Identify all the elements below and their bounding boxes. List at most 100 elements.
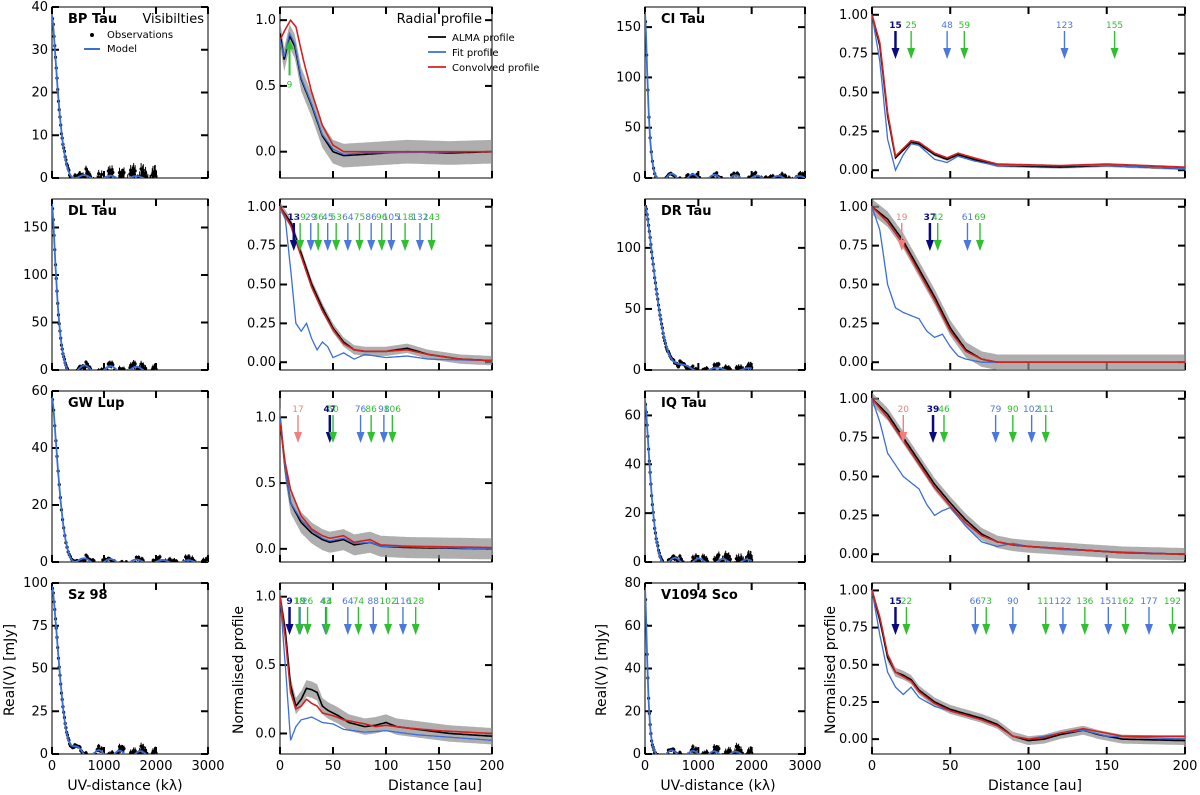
- sz-prof-marker-head-3: [303, 624, 312, 635]
- dl-vis-obs-point-91: [119, 370, 122, 373]
- sz-vis-obs-point-85: [114, 754, 117, 757]
- iq-vis-obs-point-87: [710, 567, 713, 570]
- bp-vis-obs-point-132: [149, 180, 152, 183]
- dr-prof-ytick-label-1: 0.25: [839, 316, 868, 331]
- gw-vis-obs-point-65: [124, 563, 127, 566]
- iq-vis-obs-point-85: [709, 567, 712, 570]
- sz-vis-obs-point-98: [124, 758, 127, 761]
- sz-vis-obs-point-101: [126, 755, 129, 758]
- iq-prof-marker-label-1: 39: [927, 405, 940, 415]
- ci-prof-ytick-label-1: 0.25: [839, 124, 868, 139]
- dr-vis-obs-point-70: [697, 373, 700, 376]
- v1094-vis-ytick-label-4: 80: [624, 576, 641, 591]
- dl-prof-marker-label-9: 96: [376, 213, 388, 223]
- iq-prof-marker-label-2: 46: [938, 405, 950, 415]
- bp-vis-obs-point-98: [124, 186, 127, 189]
- bp-vis-obs-point-61: [96, 178, 99, 181]
- sz-vis-frame: [51, 582, 209, 755]
- ci-vis-obs-point-112: [772, 179, 775, 182]
- dl-vis-obs-point-29: [73, 373, 76, 376]
- dl-prof-marker-head-11: [401, 240, 410, 251]
- v1094-prof-marker-head-11: [1168, 624, 1177, 635]
- v1094-vis-obs-point-79: [704, 755, 707, 758]
- bp-vis-obs-point-70: [103, 181, 106, 184]
- iq-vis-obs-point-45: [678, 554, 682, 558]
- dl-prof-marker-head-5: [332, 240, 341, 251]
- dl-vis-obs-point-63: [98, 372, 101, 375]
- dl-vis-obs-point-56: [93, 374, 96, 377]
- dl-prof-marker-label-10: 105: [383, 213, 400, 223]
- gw-vis-obs-point-69: [128, 563, 131, 566]
- iq-vis-obs-point-73: [700, 563, 703, 566]
- dr-vis-obs-point-85: [709, 370, 712, 373]
- sz-vis-title: Sz 98: [68, 588, 108, 603]
- iq-vis-obs-point-28: [665, 563, 668, 566]
- iq-prof-uncertainty-band: [872, 392, 1185, 561]
- ci-vis-obs-point-86: [743, 180, 746, 183]
- iq-vis-title: IQ Tau: [661, 396, 707, 411]
- dl-prof-marker-head-9: [377, 240, 386, 251]
- gw-vis-obs-point-74: [133, 560, 137, 562]
- dl-prof-marker-label-13: 143: [423, 213, 440, 223]
- iq-prof-marker-head-1: [929, 432, 938, 443]
- iq-prof-marker-label-6: 111: [1037, 405, 1054, 415]
- dl-vis-obs-point-69: [102, 372, 105, 375]
- dl-prof-marker-head-6: [343, 240, 352, 251]
- v1094-vis-obs-point-49: [681, 755, 684, 758]
- v1094-prof-marker-head-0: [891, 624, 900, 635]
- dl-vis-ytick-label-2: 100: [23, 268, 48, 283]
- v1094-prof-marker-head-5: [1041, 624, 1050, 635]
- dl-vis-obs-point-130: [148, 374, 151, 377]
- sz-vis-obs-point-100: [125, 758, 128, 761]
- sz-vis-obs-point-79: [110, 755, 113, 758]
- dl-vis-ytick-label-0: 0: [40, 363, 48, 378]
- bp-vis-obs-point-57: [93, 185, 96, 188]
- sz-prof-marker-label-2: 18: [293, 597, 305, 607]
- dl-vis-obs-point-99: [125, 374, 128, 377]
- sz-vis-obs-point-103: [128, 760, 131, 763]
- sz-vis-obs-point-99: [125, 756, 128, 759]
- ci-prof-marker-head-2: [943, 48, 952, 59]
- gw-vis-obs-point-102: [165, 563, 168, 566]
- dl-prof-marker-head-2: [306, 240, 315, 251]
- dl-prof-ytick-label-1: 0.25: [247, 316, 276, 331]
- gw-prof-uncertainty-band: [280, 406, 492, 560]
- dl-vis-obs-point-30: [73, 370, 76, 373]
- bp-vis-obs-point-114: [136, 179, 139, 182]
- bp-vis-ytick-label-0: 0: [40, 171, 48, 186]
- dr-vis-obs-point-118: [734, 373, 737, 376]
- iq-vis-obs-point-27: [665, 564, 668, 567]
- bp-vis-obs-point-87: [116, 182, 119, 185]
- dl-prof-marker-label-5: 53: [330, 213, 341, 223]
- sz-prof-xtick-label-1: 50: [325, 759, 342, 774]
- sz-vis-xtick-label-0: 0: [48, 759, 56, 774]
- bp-vis-ytick-label-1: 10: [31, 128, 48, 143]
- v1094-vis-obs-point-118: [734, 753, 738, 754]
- ci-prof-marker-label-2: 48: [941, 21, 953, 31]
- ci-vis-obs-point-85: [741, 180, 744, 183]
- iq-vis-ytick-label-2: 40: [624, 457, 641, 472]
- bp-prof-legend-label-2: Convolved profile: [452, 63, 539, 74]
- dr-prof-marker-label-1: 37: [924, 213, 937, 223]
- v1094-prof-marker-head-7: [1080, 624, 1089, 635]
- sz-prof-marker-head-0: [285, 624, 294, 635]
- bp-vis-obs-point-71: [104, 180, 107, 183]
- gw-vis-obs-point-39: [95, 564, 98, 567]
- v1094-prof-ytick-label-1: 0.25: [839, 695, 868, 710]
- sz-vis-obs-point-113: [135, 756, 138, 759]
- v1094-prof-marker-label-10: 177: [1140, 597, 1157, 607]
- dl-prof-marker-label-12: 132: [411, 213, 428, 223]
- gw-vis-obs-point-88: [149, 565, 152, 568]
- ci-vis-obs-point-88: [745, 181, 748, 184]
- v1094-vis-obs-point-76: [702, 755, 705, 758]
- v1094-vis-plot-area: [645, 587, 754, 758]
- v1094-prof-marker-head-3: [982, 624, 991, 635]
- dl-vis-obs-point-57: [93, 375, 96, 378]
- sz-vis-obs-point-57: [93, 755, 96, 758]
- dl-vis-obs-point-100: [125, 374, 128, 377]
- sz-vis-obs-point-62: [97, 744, 101, 748]
- iq-prof-plot-area: [872, 392, 1185, 561]
- bp-vis-obs-point-52: [90, 178, 93, 181]
